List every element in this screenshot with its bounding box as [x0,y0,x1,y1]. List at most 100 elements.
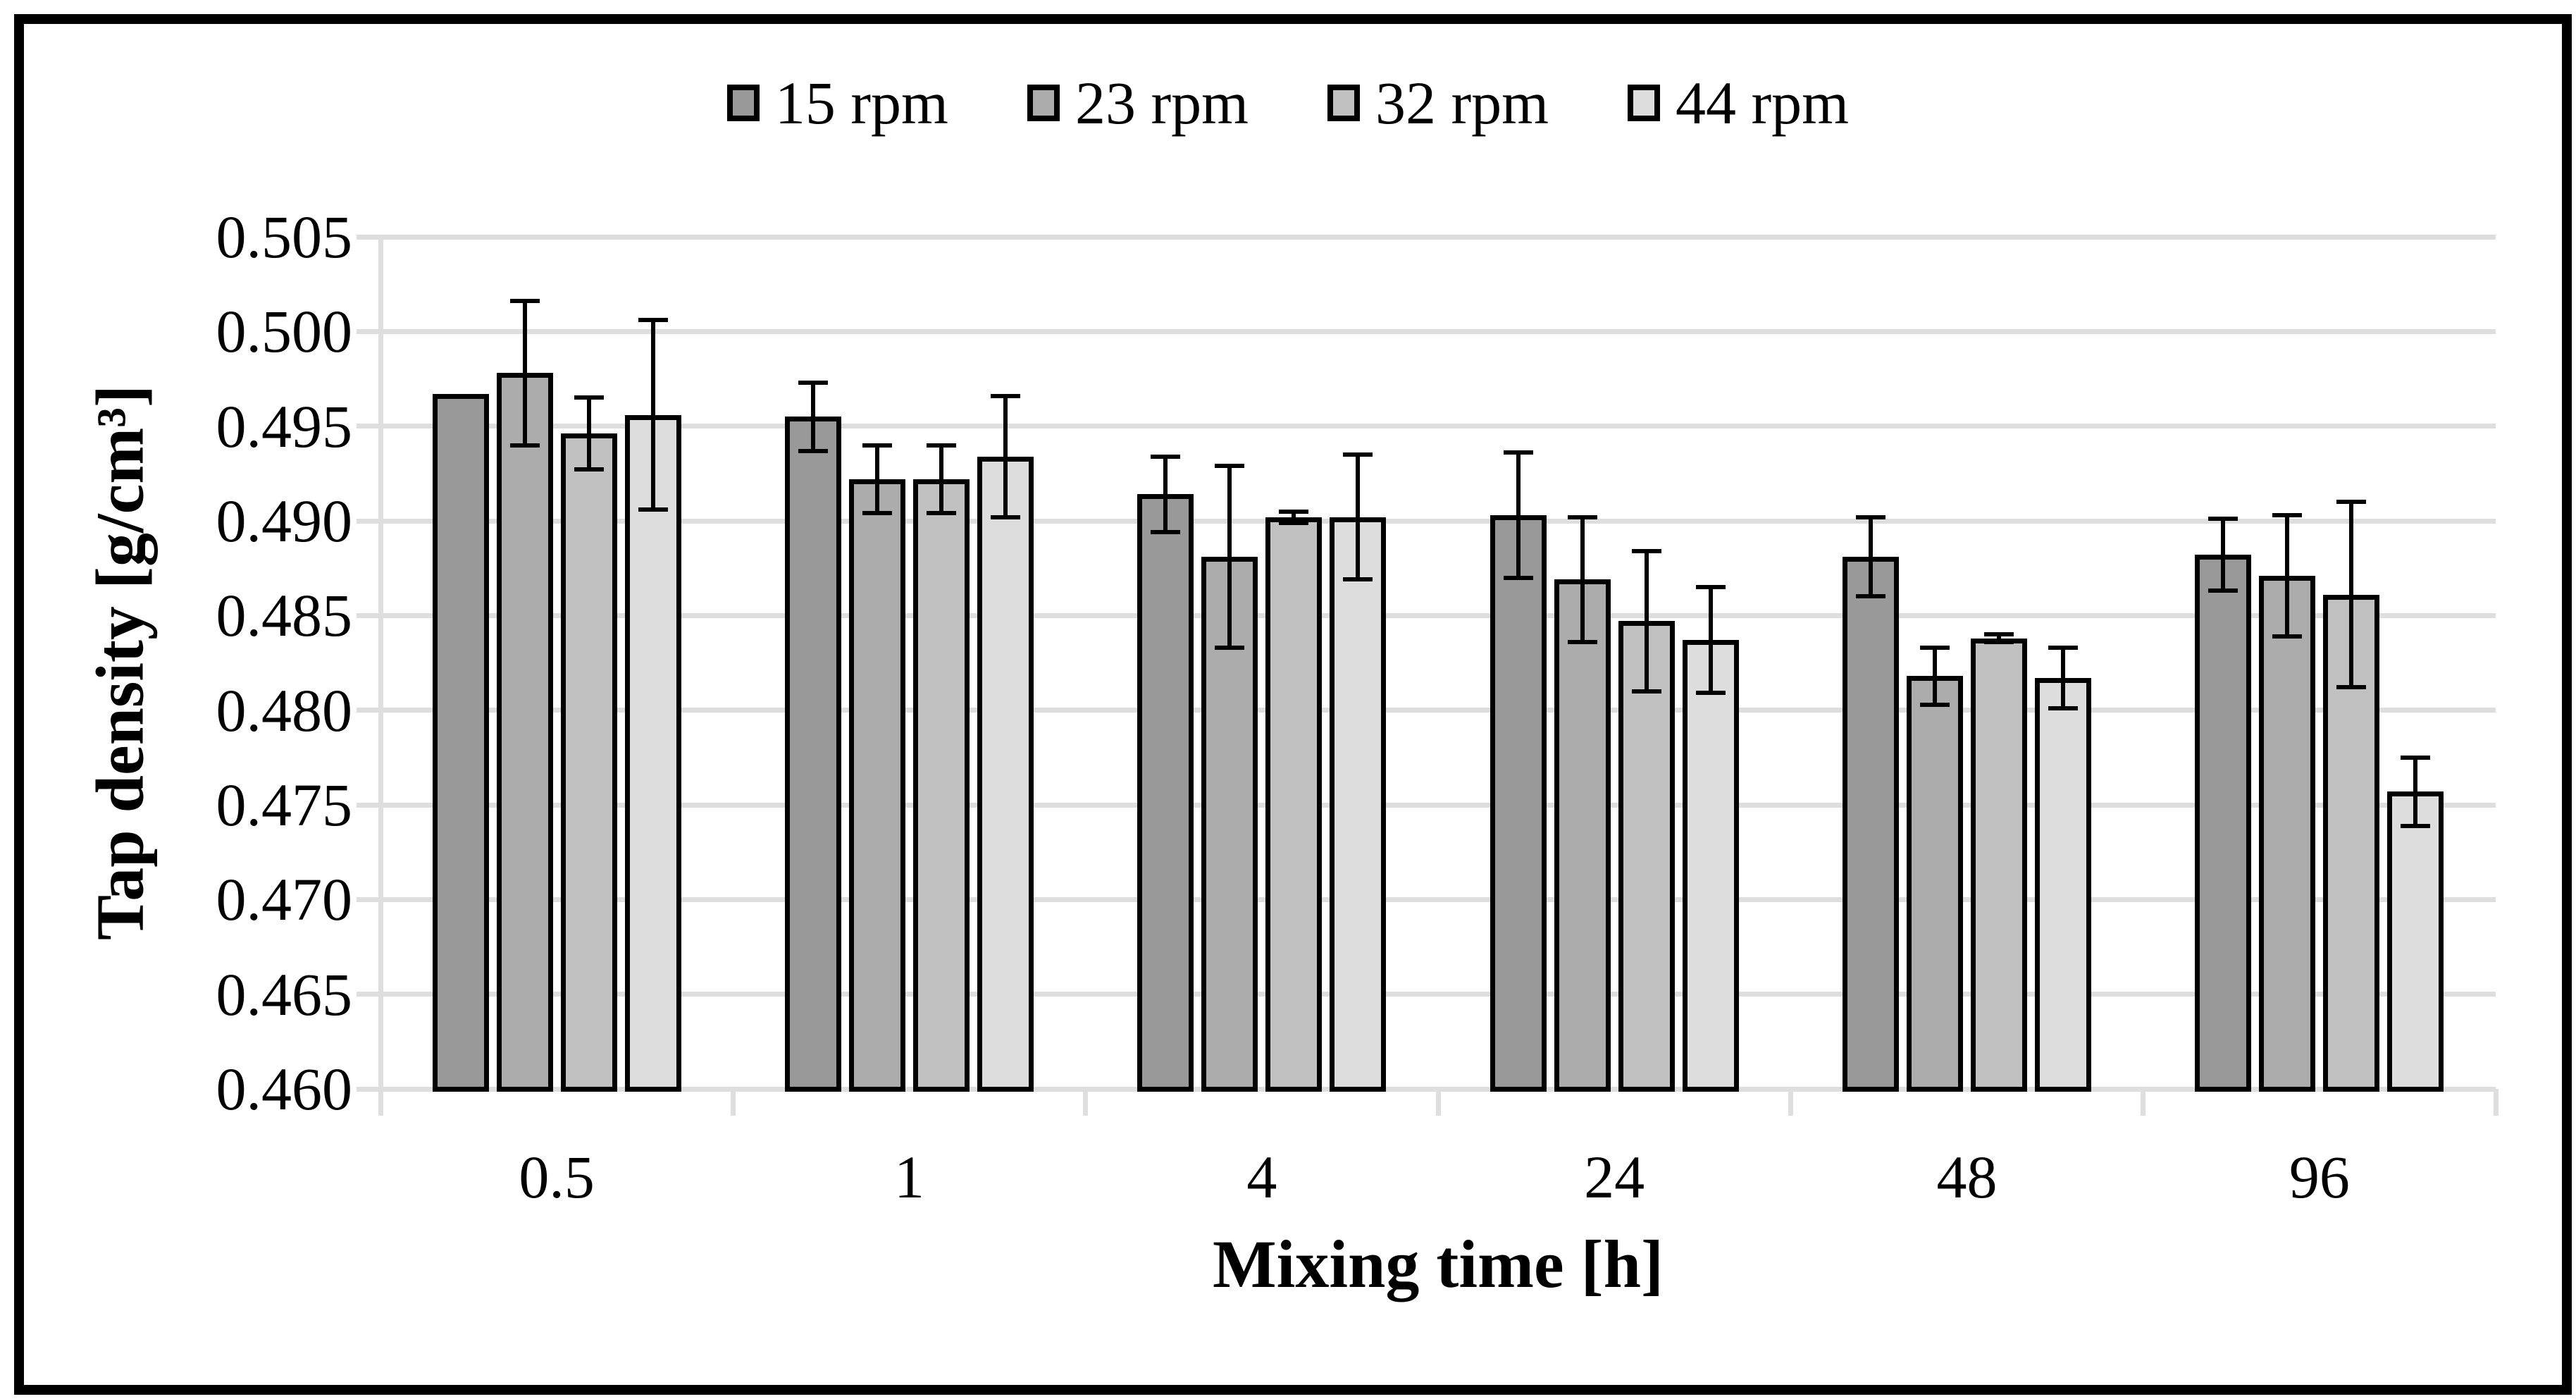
error-bar-cap-top [2272,512,2303,517]
x-axis-tick [378,1089,383,1116]
y-tick-label: 0.495 [216,392,353,460]
bar-44rpm-48 [2035,677,2091,1092]
error-bar-cap-bottom [1856,594,1885,599]
error-bar-line [2285,514,2290,636]
error-bar-line [939,445,943,514]
y-axis-title: Tap density [g/cm³] [82,385,158,940]
error-bar-cap-bottom [1695,691,1726,696]
y-axis-line [378,237,383,1089]
bar-23rpm-96 [2259,575,2316,1092]
error-bar-cap-top [1343,452,1373,457]
error-bar-line [650,320,655,510]
error-bar-cap-top [1695,585,1726,590]
bar-23rpm-1 [849,479,905,1092]
x-axis-tick [2493,1089,2498,1116]
x-axis-tick [730,1089,736,1116]
error-bar-cap-bottom [638,507,668,512]
legend-swatch-icon [726,85,760,121]
bar-32rpm-0.5 [560,433,617,1092]
error-bar-cap-bottom [927,511,956,516]
bar-23rpm-0.5 [496,373,553,1092]
error-bar-line [1644,550,1649,691]
error-bar-line [2221,519,2226,591]
bar-44rpm-1 [977,456,1034,1092]
gridline [357,1086,2496,1092]
error-bar-cap-bottom [1215,646,1245,650]
x-axis-title: Mixing time [h] [1213,1226,1664,1302]
y-tick-label: 0.465 [216,960,353,1028]
bar-15rpm-1 [785,417,841,1092]
y-tick-label: 0.485 [216,581,353,650]
error-bar-cap-top [1920,646,1950,650]
error-bar-cap-bottom [2208,588,2238,593]
error-bar-line [1708,587,1713,694]
legend: 15 rpm 23 rpm 32 rpm 44 rpm [0,68,2576,138]
error-bar-line [2349,502,2354,688]
legend-swatch-icon [1628,85,1661,121]
error-bar-cap-top [574,395,604,400]
gridline [357,802,2496,808]
legend-item: 23 rpm [1027,68,1249,138]
figure-border [14,14,2572,1395]
error-bar-line [1933,648,1937,705]
x-axis-tick [1435,1089,1441,1116]
bar-23rpm-24 [1554,579,1611,1092]
x-tick-label: 1 [894,1143,924,1211]
error-bar-cap-bottom [1279,520,1309,525]
gridline [357,328,2496,334]
error-bar-line [1869,517,1873,597]
gridline [357,234,2496,240]
error-bar-cap-bottom [1631,689,1661,694]
y-tick-label: 0.490 [216,487,353,555]
x-axis-tick [2141,1089,2146,1116]
gridline [357,518,2496,524]
bar-15rpm-0.5 [432,393,489,1092]
bar-32rpm-4 [1265,517,1323,1092]
legend-item: 44 rpm [1628,68,1849,138]
bar-15rpm-48 [1843,557,1899,1092]
error-bar-cap-top [1631,548,1661,553]
error-bar-cap-top [927,443,956,448]
error-bar-cap-bottom [862,511,892,516]
error-bar-line [811,382,815,451]
bar-44rpm-4 [1330,517,1387,1092]
error-bar-cap-top [1215,464,1245,469]
x-tick-label: 0.5 [519,1143,595,1211]
error-bar-cap-top [1503,450,1533,455]
bar-15rpm-96 [2195,555,2252,1092]
legend-label: 23 rpm [1075,69,1249,137]
error-bar-line [586,397,591,470]
error-bar-line [1356,454,1361,580]
bar-44rpm-96 [2387,791,2444,1092]
x-tick-label: 24 [1584,1143,1645,1211]
y-tick-label: 0.475 [216,771,353,839]
error-bar-cap-bottom [574,467,604,472]
error-bar-cap-bottom [798,448,828,453]
legend-item: 15 rpm [726,68,948,138]
error-bar-cap-bottom [1984,639,2014,644]
legend-label: 15 rpm [774,69,948,137]
error-bar-cap-top [798,380,828,385]
gridline [357,708,2496,713]
legend-label: 44 rpm [1676,69,1850,137]
error-bar-cap-bottom [509,443,540,448]
error-bar-cap-bottom [2336,685,2367,690]
error-bar-cap-top [2336,500,2367,505]
error-bar-cap-bottom [1503,575,1533,580]
x-axis-tick [1083,1089,1089,1116]
error-bar-cap-top [2208,517,2238,522]
bar-32rpm-24 [1618,621,1675,1092]
error-bar-cap-bottom [1151,530,1181,535]
y-tick-label: 0.460 [216,1055,353,1123]
bar-32rpm-1 [913,479,970,1092]
error-bar-line [1003,395,1008,517]
error-bar-cap-bottom [1343,577,1373,582]
error-bar-cap-top [2401,755,2431,760]
error-bar-line [1227,466,1232,648]
error-bar-line [1997,634,2001,642]
error-bar-cap-top [991,393,1020,398]
error-bar-cap-bottom [2048,705,2078,710]
error-bar-cap-bottom [2272,634,2303,639]
bar-32rpm-48 [1971,638,2027,1092]
